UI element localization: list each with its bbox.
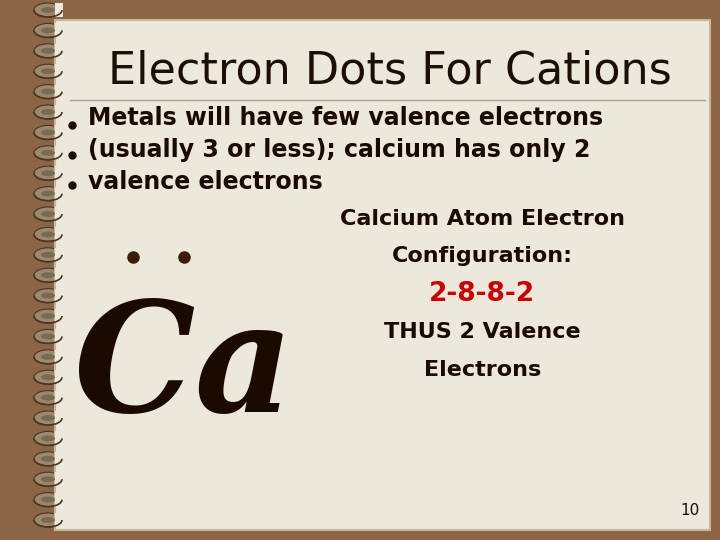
Ellipse shape	[41, 456, 55, 462]
Bar	[55, 146, 63, 160]
Text: 10: 10	[680, 503, 700, 518]
Text: 2-8-8-2: 2-8-8-2	[429, 281, 536, 307]
Bar	[55, 492, 63, 507]
Text: (usually 3 or less); calcium has only 2: (usually 3 or less); calcium has only 2	[88, 138, 590, 162]
Ellipse shape	[41, 435, 55, 441]
Ellipse shape	[41, 395, 55, 401]
Text: Metals will have few valence electrons: Metals will have few valence electrons	[88, 106, 603, 130]
Bar	[55, 125, 63, 139]
Ellipse shape	[41, 252, 55, 258]
Ellipse shape	[34, 329, 62, 343]
Ellipse shape	[34, 492, 62, 507]
Ellipse shape	[41, 374, 55, 380]
Ellipse shape	[34, 513, 62, 527]
Ellipse shape	[34, 431, 62, 446]
Bar	[55, 268, 63, 282]
Ellipse shape	[41, 109, 55, 115]
Bar	[55, 248, 63, 262]
Ellipse shape	[41, 130, 55, 136]
Bar	[55, 513, 63, 527]
Ellipse shape	[34, 390, 62, 404]
Bar	[55, 288, 63, 302]
Ellipse shape	[41, 333, 55, 340]
Bar	[55, 390, 63, 404]
Ellipse shape	[34, 268, 62, 282]
Ellipse shape	[34, 166, 62, 180]
Bar	[55, 85, 63, 99]
Ellipse shape	[41, 150, 55, 156]
Ellipse shape	[34, 288, 62, 302]
Ellipse shape	[41, 68, 55, 74]
Ellipse shape	[34, 411, 62, 425]
Text: Electron Dots For Cations: Electron Dots For Cations	[108, 50, 672, 93]
Bar	[55, 44, 63, 58]
Text: THUS 2 Valence: THUS 2 Valence	[384, 322, 581, 342]
Ellipse shape	[41, 191, 55, 197]
Ellipse shape	[34, 44, 62, 58]
Bar	[55, 309, 63, 323]
Text: Calcium Atom Electron: Calcium Atom Electron	[340, 208, 625, 229]
Bar	[55, 472, 63, 486]
Text: Electrons: Electrons	[424, 360, 541, 380]
Bar	[55, 350, 63, 364]
Ellipse shape	[41, 354, 55, 360]
Ellipse shape	[34, 85, 62, 99]
Ellipse shape	[34, 309, 62, 323]
Bar	[55, 207, 63, 221]
Ellipse shape	[41, 476, 55, 482]
Ellipse shape	[34, 105, 62, 119]
Text: Ca: Ca	[73, 295, 294, 444]
Ellipse shape	[41, 170, 55, 176]
Ellipse shape	[34, 227, 62, 241]
Bar	[55, 370, 63, 384]
Ellipse shape	[41, 48, 55, 54]
Ellipse shape	[34, 350, 62, 364]
Text: Configuration:: Configuration:	[392, 246, 573, 267]
Ellipse shape	[34, 248, 62, 262]
Ellipse shape	[34, 23, 62, 37]
Ellipse shape	[41, 313, 55, 319]
Bar	[55, 166, 63, 180]
Ellipse shape	[34, 64, 62, 78]
Bar	[55, 187, 63, 200]
Ellipse shape	[34, 3, 62, 17]
Ellipse shape	[41, 517, 55, 523]
Ellipse shape	[41, 211, 55, 217]
Bar	[55, 227, 63, 241]
Bar	[55, 411, 63, 425]
Bar	[55, 23, 63, 37]
Ellipse shape	[41, 232, 55, 238]
Bar	[55, 105, 63, 119]
Bar	[55, 3, 63, 17]
Ellipse shape	[34, 472, 62, 486]
Ellipse shape	[34, 207, 62, 221]
Ellipse shape	[41, 272, 55, 278]
Bar	[55, 452, 63, 466]
Ellipse shape	[41, 28, 55, 33]
Text: valence electrons: valence electrons	[88, 170, 323, 194]
Ellipse shape	[41, 415, 55, 421]
Ellipse shape	[34, 452, 62, 466]
Bar	[55, 64, 63, 78]
Ellipse shape	[34, 370, 62, 384]
Ellipse shape	[34, 187, 62, 200]
Ellipse shape	[41, 89, 55, 94]
Ellipse shape	[41, 7, 55, 13]
Ellipse shape	[41, 293, 55, 299]
Ellipse shape	[34, 125, 62, 139]
Bar	[55, 431, 63, 446]
Bar	[55, 329, 63, 343]
Ellipse shape	[41, 497, 55, 503]
Ellipse shape	[34, 146, 62, 160]
